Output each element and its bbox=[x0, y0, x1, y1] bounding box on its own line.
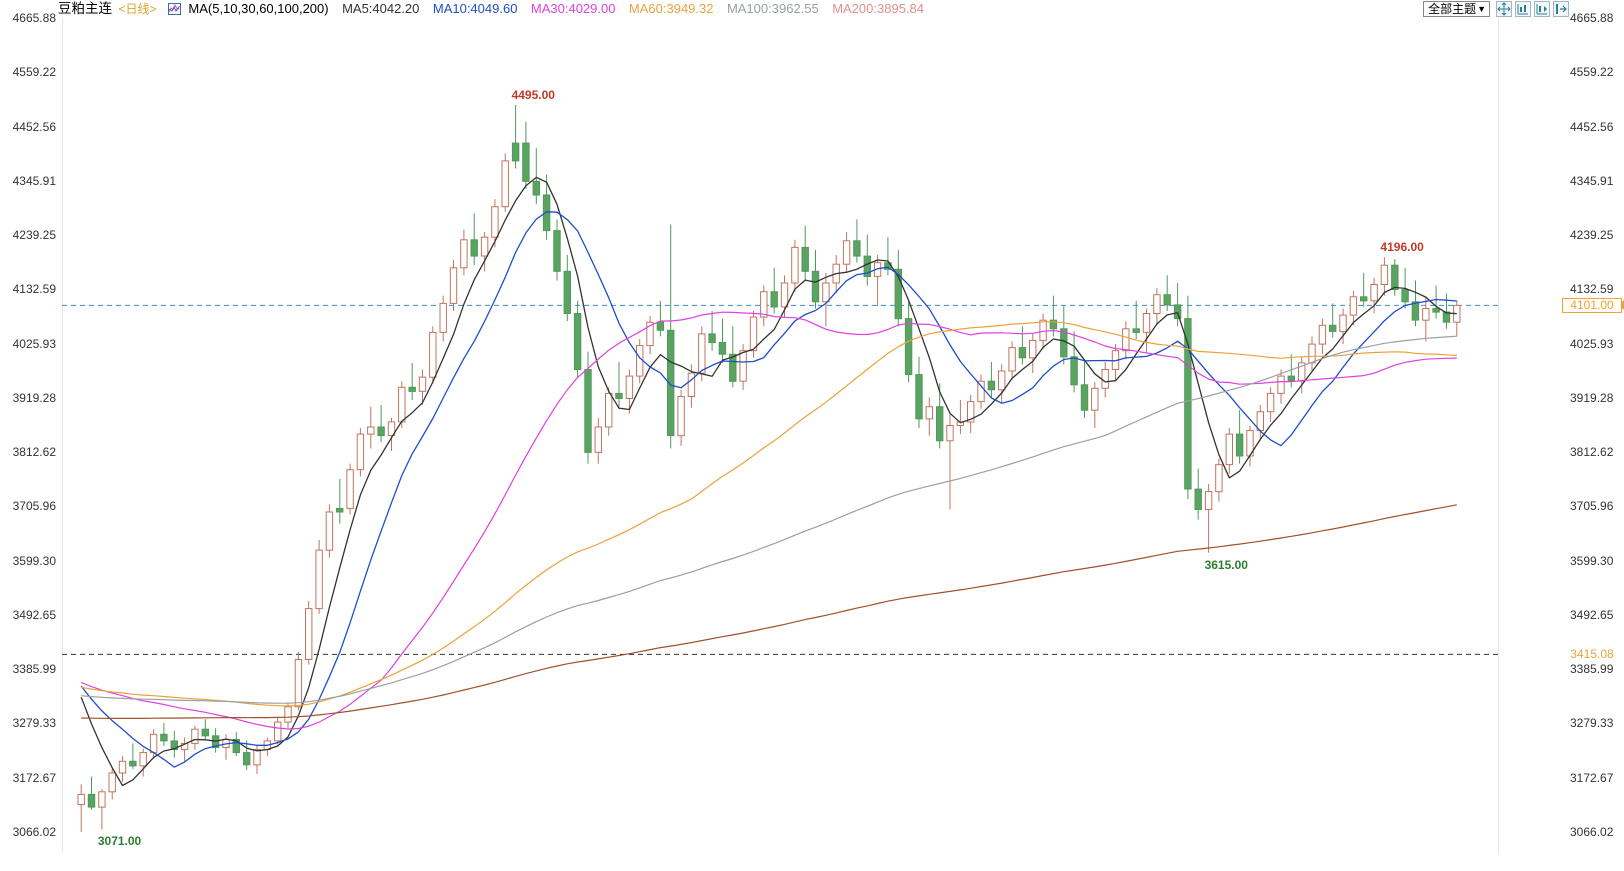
y-tick-left: 4559.22 bbox=[12, 65, 56, 80]
swing-low-annotation-3615: 3615.00 bbox=[1204, 557, 1248, 572]
y-tick-left: 3172.67 bbox=[12, 770, 56, 785]
chevron-down-icon: ▼ bbox=[1477, 3, 1486, 14]
y-tick-right: 3919.28 bbox=[1570, 390, 1614, 405]
ma30-value: MA30:4029.00 bbox=[530, 1, 616, 16]
y-tick-left: 3385.99 bbox=[12, 662, 56, 677]
ma100-value: MA100:3962.55 bbox=[726, 1, 819, 16]
y-tick-left: 4345.91 bbox=[12, 173, 56, 188]
ma10-value: MA10:4049.60 bbox=[432, 1, 518, 16]
y-tick-right: 3492.65 bbox=[1570, 607, 1614, 622]
y-tick-right: 4665.88 bbox=[1570, 11, 1614, 25]
y-tick-right: 3812.62 bbox=[1570, 445, 1614, 460]
theme-selector-label: 全部主题 bbox=[1428, 2, 1477, 16]
y-tick-left: 4239.25 bbox=[12, 228, 56, 243]
y-tick-right: 4239.25 bbox=[1570, 228, 1614, 243]
y-tick-left: 3812.62 bbox=[12, 445, 56, 460]
y-tick-right: 3172.67 bbox=[1570, 770, 1614, 785]
y-tick-right: 3385.99 bbox=[1570, 662, 1614, 677]
symbol-name[interactable]: 豆粕主连 bbox=[58, 1, 112, 16]
y-tick-left: 4132.59 bbox=[12, 282, 56, 297]
chart-left-icon[interactable] bbox=[1515, 1, 1531, 17]
ma60-value: MA60:3949.32 bbox=[628, 1, 714, 16]
chart-right-icon[interactable] bbox=[1534, 1, 1550, 17]
y-tick-right: 3705.96 bbox=[1570, 499, 1614, 514]
y-tick-right: 4132.59 bbox=[1570, 282, 1614, 297]
current-price-tag: 4101.00 bbox=[1562, 298, 1622, 314]
y-tick-right: 3279.33 bbox=[1570, 716, 1614, 731]
crosshair-icon[interactable] bbox=[1496, 1, 1512, 17]
ma5-value: MA5:4042.20 bbox=[342, 1, 420, 16]
symbol-period[interactable]: <日线> bbox=[118, 2, 157, 16]
y-tick-right: 3066.02 bbox=[1570, 825, 1614, 839]
y-tick-left: 3599.30 bbox=[12, 553, 56, 568]
lower-price-tag: 3415.08 bbox=[1570, 647, 1614, 662]
y-tick-right: 4452.56 bbox=[1570, 119, 1614, 134]
chart-toolbar: 豆粕主连 <日线> MA(5,10,30,60,100,200) MA5:404… bbox=[0, 0, 1624, 18]
y-tick-right: 4025.93 bbox=[1570, 336, 1614, 351]
ma-chart-icon bbox=[167, 2, 181, 15]
y-tick-left: 4452.56 bbox=[12, 119, 56, 134]
ma200-value: MA200:3895.84 bbox=[832, 1, 924, 16]
y-tick-left: 3066.02 bbox=[12, 825, 56, 839]
candlestick-plot[interactable] bbox=[62, 14, 1498, 854]
y-tick-left: 3279.33 bbox=[12, 716, 56, 731]
swing-high-annotation-4495: 4495.00 bbox=[511, 87, 555, 102]
y-tick-left: 3919.28 bbox=[12, 390, 56, 405]
y-tick-left: 4665.88 bbox=[12, 11, 56, 25]
y-tick-left: 3492.65 bbox=[12, 607, 56, 622]
y-tick-right: 4559.22 bbox=[1570, 65, 1614, 80]
ma-formula-label: MA(5,10,30,60,100,200) bbox=[188, 1, 329, 16]
price-axis-right: 4665.88 4559.22 4452.56 4345.91 4239.25 4132.… bbox=[1562, 12, 1624, 853]
swing-high-annotation-4196: 4196.00 bbox=[1380, 240, 1424, 255]
y-tick-right: 4345.91 bbox=[1570, 173, 1614, 188]
y-tick-left: 4025.93 bbox=[12, 336, 56, 351]
y-tick-left: 3705.96 bbox=[12, 499, 56, 514]
chart-exit-icon[interactable] bbox=[1553, 1, 1569, 17]
price-axis-left: 4665.88 4559.22 4452.56 4345.91 4239.25 4132.… bbox=[0, 12, 62, 853]
theme-selector[interactable]: 全部主题 ▼ bbox=[1423, 1, 1490, 17]
y-tick-right: 3599.30 bbox=[1570, 553, 1614, 568]
swing-low-annotation-3071: 3071.00 bbox=[97, 834, 142, 849]
